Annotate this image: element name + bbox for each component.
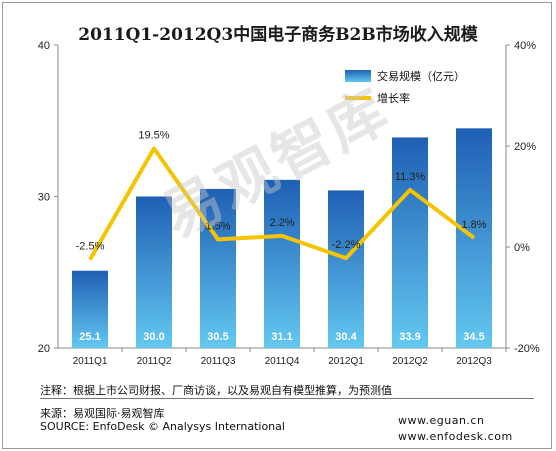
x-tick-label: 2011Q4 bbox=[265, 356, 300, 367]
growth-point-label: 1.8% bbox=[461, 219, 486, 231]
bar-value-label: 30.0 bbox=[143, 331, 164, 343]
website-enfodesk: www.enfodesk.com bbox=[398, 430, 513, 443]
bar bbox=[456, 128, 492, 348]
footnote: 注释：根据上市公司财报、厂商访谈，以及易观自有模型推算，为预测值 bbox=[40, 384, 392, 397]
growth-point-label: -2.5% bbox=[76, 241, 105, 253]
growth-point-label: -2.2% bbox=[332, 239, 361, 251]
legend-label-bars: 交易规模（亿元） bbox=[377, 69, 465, 83]
bar bbox=[328, 190, 364, 348]
bar bbox=[392, 137, 428, 348]
growth-point-label: 19.5% bbox=[138, 130, 169, 142]
y-right-tick-label: 0% bbox=[514, 242, 530, 254]
x-tick-label: 2011Q3 bbox=[201, 356, 236, 367]
source-en: SOURCE: EnfoDesk © Analysys Internationa… bbox=[40, 420, 285, 433]
y-right-tick-label: -20% bbox=[514, 343, 540, 355]
growth-point-label: 11.3% bbox=[395, 171, 426, 183]
growth-point-label: 1.5% bbox=[205, 220, 230, 232]
website-eguan: www.eguan.cn bbox=[398, 414, 485, 427]
bar bbox=[264, 179, 300, 348]
bar bbox=[136, 196, 172, 348]
x-tick-label: 2011Q1 bbox=[73, 356, 108, 367]
growth-line bbox=[88, 146, 476, 261]
x-tick-label: 2011Q2 bbox=[137, 356, 172, 367]
y-left-tick-label: 30 bbox=[38, 192, 50, 204]
bar-value-label: 25.1 bbox=[79, 331, 100, 343]
footer-divider bbox=[40, 398, 534, 399]
y-right-tick-label: 20% bbox=[514, 141, 536, 153]
bar-value-label: 31.1 bbox=[271, 331, 292, 343]
bar-value-label: 34.5 bbox=[463, 331, 484, 343]
bar-value-label: 33.9 bbox=[399, 331, 420, 343]
bar-value-label: 30.5 bbox=[207, 331, 228, 343]
bar bbox=[72, 270, 108, 348]
y-left-tick-label: 40 bbox=[38, 40, 50, 52]
legend-label-line: 增长率 bbox=[377, 91, 410, 105]
chart-title: 2011Q1-2012Q3中国电子商务B2B市场收入规模 bbox=[78, 25, 478, 45]
x-tick-label: 2012Q1 bbox=[328, 356, 364, 367]
y-left-tick-label: 20 bbox=[38, 343, 50, 355]
bar-value-label: 30.4 bbox=[335, 331, 357, 343]
bar bbox=[200, 188, 236, 348]
legend-swatch-bars bbox=[345, 70, 371, 82]
growth-point-label: 2.2% bbox=[269, 217, 294, 229]
y-right-tick-label: 40% bbox=[514, 40, 536, 52]
x-tick-label: 2012Q2 bbox=[392, 356, 428, 367]
x-tick-label: 2012Q3 bbox=[456, 356, 492, 367]
source-cn: 来源：易观国际·易观智库 bbox=[40, 407, 165, 420]
